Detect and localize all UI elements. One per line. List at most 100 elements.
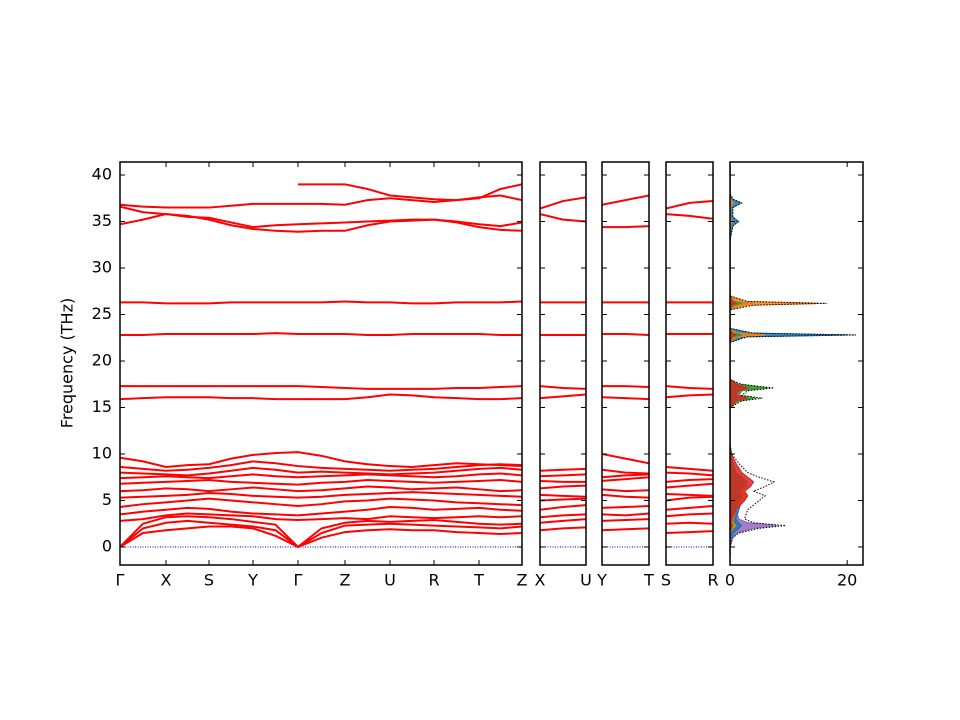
band-line — [602, 194, 649, 206]
band-line — [666, 385, 713, 390]
plot-area — [540, 196, 586, 548]
y-tick-label: 25 — [92, 304, 112, 323]
band-line — [540, 385, 586, 390]
x-tick-label: T — [473, 571, 484, 590]
band-line — [540, 473, 586, 478]
band-line — [540, 493, 586, 498]
band-line — [666, 482, 713, 489]
x-tick-label: U — [384, 571, 396, 590]
band-line — [602, 225, 649, 229]
band-line — [120, 332, 522, 336]
x-tick-label: 0 — [725, 571, 735, 590]
band-line — [602, 452, 649, 465]
band-line — [120, 472, 522, 480]
x-tick-label: R — [428, 571, 439, 590]
x-tick-label: U — [580, 571, 592, 590]
band-line — [540, 213, 586, 223]
axes-frame — [539, 161, 587, 566]
band-line — [602, 473, 649, 479]
band-line — [540, 196, 586, 210]
x-tick-label: Z — [517, 571, 528, 590]
plot-area — [120, 183, 522, 549]
y-tick-label: 0 — [102, 536, 112, 555]
band-line — [602, 518, 649, 522]
axes-frame — [601, 161, 650, 566]
axes-frame — [729, 161, 864, 566]
band-line — [602, 476, 649, 482]
band-line — [540, 526, 586, 532]
band-line — [120, 460, 522, 472]
band-line — [666, 213, 713, 220]
y-tick-label: 20 — [92, 350, 112, 369]
band-line — [120, 519, 522, 549]
band-line — [540, 513, 586, 519]
band-line — [540, 497, 586, 502]
band-line — [602, 512, 649, 517]
x-tick-label: Y — [247, 571, 258, 590]
y-tick-label: 30 — [92, 258, 112, 277]
x-tick-label: Γ — [116, 571, 125, 590]
band-line — [602, 527, 649, 532]
axes-frame — [119, 161, 523, 566]
dos-line — [730, 165, 755, 557]
plot-area — [602, 194, 649, 548]
y-tick-label: 5 — [102, 490, 112, 509]
band-line — [666, 530, 713, 535]
band-line — [666, 505, 713, 511]
dos-fill — [730, 165, 848, 557]
x-tick-label: R — [707, 571, 718, 590]
band-line — [120, 525, 522, 549]
y-axis-label: Frequency (THz) — [58, 298, 77, 428]
band-line — [540, 518, 586, 524]
y-tick-label: 35 — [92, 211, 112, 230]
band-line — [540, 504, 586, 511]
band-line — [120, 393, 522, 401]
band-line — [602, 493, 649, 499]
band-line — [540, 393, 586, 400]
band-line — [602, 385, 649, 389]
band-line — [666, 492, 713, 497]
band-line — [120, 300, 522, 305]
band-line — [120, 479, 522, 486]
band-line — [666, 465, 713, 472]
x-tick-label: Y — [596, 571, 607, 590]
band-line — [602, 468, 649, 475]
band-line — [666, 512, 713, 518]
y-tick-label: 15 — [92, 397, 112, 416]
x-tick-label: S — [204, 571, 214, 590]
band-line — [602, 396, 649, 401]
band-line — [602, 505, 649, 509]
band-line — [666, 478, 713, 483]
y-tick-label: 40 — [92, 165, 112, 184]
band-line — [120, 385, 522, 390]
band-line — [602, 488, 649, 493]
band-line — [120, 515, 522, 549]
x-tick-label: T — [643, 571, 654, 590]
band-line — [666, 521, 713, 525]
band-line — [120, 466, 522, 477]
band-line — [540, 467, 586, 472]
axes-frame — [665, 161, 714, 566]
x-tick-label: S — [661, 571, 671, 590]
band-line — [120, 451, 522, 469]
band-line — [120, 194, 522, 209]
panel: 0 20 — [725, 161, 864, 590]
x-tick-label: 20 — [837, 571, 857, 590]
band-line — [120, 205, 522, 233]
panel: 0 5 10 15 20 25 30 35 40 Γ X S Y Γ Z U R T Z — [92, 161, 528, 590]
band-line — [298, 183, 522, 202]
band-line — [602, 333, 649, 336]
x-tick-label: Γ — [294, 571, 303, 590]
x-tick-label: X — [161, 571, 172, 590]
y-tick-label: 10 — [92, 443, 112, 462]
band-line — [120, 505, 522, 517]
dos-line — [730, 165, 848, 557]
band-line — [540, 479, 586, 483]
band-line — [666, 471, 713, 477]
band-line — [540, 484, 586, 490]
band-line — [666, 393, 713, 399]
